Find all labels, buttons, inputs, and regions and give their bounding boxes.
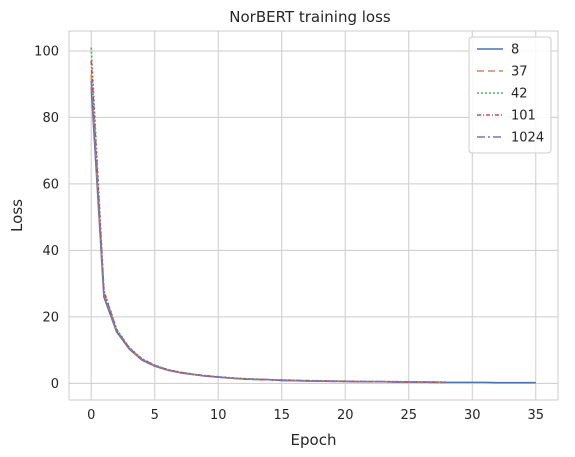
x-tick-label: 15 [273, 408, 290, 423]
y-tick-label: 0 [51, 377, 59, 392]
chart-title: NorBERT training loss [229, 8, 391, 26]
x-tick-label: 5 [151, 408, 159, 423]
y-tick-label: 40 [42, 244, 59, 259]
x-axis-label: Epoch [291, 431, 337, 449]
y-tick-label: 100 [34, 44, 59, 59]
y-axis-label: Loss [8, 199, 26, 232]
x-tick-label: 20 [337, 408, 354, 423]
x-tick-label: 30 [464, 408, 481, 423]
x-tick-label: 0 [87, 408, 95, 423]
legend: 8 37 42 101 1024 [469, 37, 551, 153]
legend-label-1024: 1024 [511, 131, 544, 146]
y-tick-label: 20 [42, 310, 59, 325]
legend-label-8: 8 [511, 43, 519, 58]
legend-label-37: 37 [511, 65, 528, 80]
x-tick-label: 25 [400, 408, 417, 423]
legend-label-42: 42 [511, 87, 528, 102]
x-tick-label: 10 [210, 408, 227, 423]
x-tick-label: 35 [527, 408, 544, 423]
legend-label-101: 101 [511, 109, 536, 124]
y-tick-label: 60 [42, 177, 59, 192]
y-tick-label: 80 [42, 111, 59, 126]
